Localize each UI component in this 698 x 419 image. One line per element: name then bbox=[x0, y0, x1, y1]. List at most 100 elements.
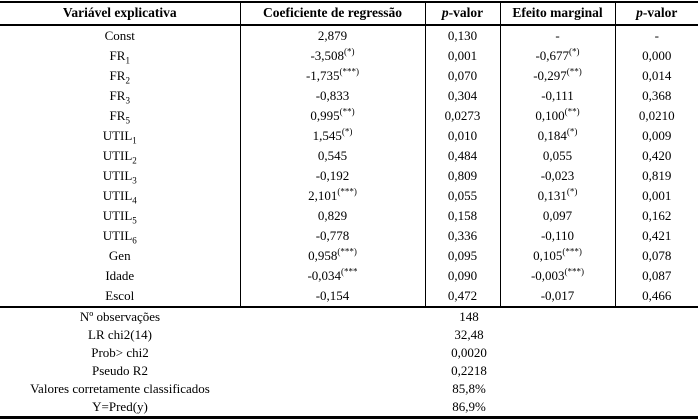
p-value-cell: 0,484 bbox=[425, 146, 501, 166]
subscript: 1 bbox=[132, 135, 137, 146]
table-row: Const 2,879 0,130 - - bbox=[0, 25, 698, 46]
variable-cell: Const bbox=[0, 25, 241, 46]
text-part: 0,472 bbox=[447, 288, 478, 304]
significance-superscript: (***) bbox=[337, 186, 357, 197]
p-value-cell: - bbox=[615, 25, 698, 46]
p-value-cell: 0,158 bbox=[425, 206, 501, 226]
table-row: FR5 0,995(**) 0,0273 0,100(**) 0,0210 bbox=[0, 106, 698, 126]
text-part: p bbox=[636, 5, 643, 21]
text-part: -0,023 bbox=[540, 168, 575, 184]
coefficient-cell: -0,833 bbox=[240, 86, 426, 106]
variable-cell: FR5 bbox=[0, 106, 241, 126]
text-part: 0,105 bbox=[533, 248, 563, 264]
column-header-coefficient: Coeficiente de regressão bbox=[240, 2, 426, 26]
coefficient-cell: 2,879 bbox=[240, 25, 426, 46]
p-value-cell: 0,304 bbox=[425, 86, 501, 106]
table-header: Variável explicativa Coeficiente de regre… bbox=[0, 2, 698, 26]
subscript: 3 bbox=[132, 175, 137, 186]
subscript: 5 bbox=[132, 215, 137, 226]
text-part: 0,466 bbox=[642, 288, 672, 304]
p-value-cell: 0,001 bbox=[425, 46, 501, 66]
text-part: 0,100 bbox=[535, 108, 565, 124]
text-part: 0,001 bbox=[447, 48, 478, 64]
text-part: Gen bbox=[108, 248, 131, 264]
summary-label-cell: LR chi2(14) bbox=[88, 327, 152, 343]
text-part: 0,829 bbox=[317, 208, 348, 224]
variable-cell: UTIL3 bbox=[0, 166, 241, 186]
p-value-cell: 0,000 bbox=[615, 46, 698, 66]
table-row: UTIL1 1,545(*) 0,010 0,184(*) 0,009 bbox=[0, 126, 698, 146]
summary-row: Valores corretamente classificados 85,8% bbox=[0, 380, 698, 398]
text-part: 0,184 bbox=[537, 128, 567, 144]
summary-label-cell: Y=Pred(y) bbox=[92, 399, 148, 415]
table-row: UTIL3 -0,192 0,809 -0,023 0,819 bbox=[0, 166, 698, 186]
text-part: Efeito marginal bbox=[512, 5, 603, 21]
variable-cell: FR2 bbox=[0, 66, 241, 86]
marginal-effect-cell: -0,110 bbox=[500, 226, 616, 246]
significance-superscript: (*) bbox=[569, 46, 580, 57]
coefficient-cell: -1,735(***) bbox=[240, 66, 426, 86]
coefficient-cell: 0,545 bbox=[240, 146, 426, 166]
text-part: 0,001 bbox=[642, 188, 672, 204]
table-row: Gen 0,958(***) 0,095 0,105(***) 0,078 bbox=[0, 246, 698, 266]
significance-superscript: (**) bbox=[339, 106, 355, 117]
text-part: 1,545 bbox=[312, 128, 342, 144]
p-value-cell: 0,421 bbox=[615, 226, 698, 246]
text-part: UTIL bbox=[102, 148, 133, 164]
variable-cell: UTIL2 bbox=[0, 146, 241, 166]
text-part: 0,090 bbox=[447, 268, 478, 284]
variable-cell: Gen bbox=[0, 246, 241, 266]
text-part: -0,110 bbox=[540, 228, 575, 244]
marginal-effect-cell: -0,023 bbox=[500, 166, 616, 186]
marginal-effect-cell: 0,055 bbox=[500, 146, 616, 166]
marginal-effect-cell: -0,017 bbox=[500, 286, 616, 308]
marginal-effect-cell: 0,100(**) bbox=[500, 106, 616, 126]
subscript: 4 bbox=[132, 195, 137, 206]
subscript: 2 bbox=[132, 155, 137, 166]
p-value-cell: 0,078 bbox=[615, 246, 698, 266]
summary-value-cell: 148 bbox=[459, 309, 479, 325]
marginal-effect-cell: - bbox=[500, 25, 616, 46]
text-part: 0,819 bbox=[642, 168, 672, 184]
coefficient-cell: -0,778 bbox=[240, 226, 426, 246]
text-part: -0,111 bbox=[541, 88, 574, 104]
p-value-cell: 0,087 bbox=[615, 266, 698, 286]
text-part: p bbox=[441, 5, 449, 21]
text-part: - bbox=[555, 28, 560, 44]
text-part: FR bbox=[109, 108, 126, 124]
text-part: 2,101 bbox=[308, 188, 338, 204]
text-part: FR bbox=[109, 88, 126, 104]
variable-cell: Idade bbox=[0, 266, 241, 286]
significance-superscript: (***) bbox=[562, 246, 582, 257]
coefficient-cell: -3,508(*) bbox=[240, 46, 426, 66]
variable-cell: FR1 bbox=[0, 46, 241, 66]
p-value-cell: 0,420 bbox=[615, 146, 698, 166]
variable-cell: UTIL6 bbox=[0, 226, 241, 246]
text-part: 0,130 bbox=[447, 28, 478, 44]
text-part: -0,833 bbox=[315, 88, 350, 104]
summary-row: LR chi2(14) 32,48 bbox=[0, 326, 698, 344]
p-value-cell: 0,0210 bbox=[615, 106, 698, 126]
p-value-cell: 0,809 bbox=[425, 166, 501, 186]
summary-label-cell: Valores corretamente classificados bbox=[30, 381, 210, 397]
text-part: 0,995 bbox=[310, 108, 340, 124]
text-part: -valor bbox=[642, 5, 678, 21]
variable-cell: UTIL5 bbox=[0, 206, 241, 226]
coefficient-cell: -0,034(*** bbox=[240, 266, 426, 286]
marginal-effect-cell: 0,184(*) bbox=[500, 126, 616, 146]
summary-label-cell: Nº observações bbox=[79, 309, 161, 325]
text-part: -1,735 bbox=[305, 68, 340, 84]
summary-row: Prob> chi2 0,0020 bbox=[0, 344, 698, 362]
marginal-effect-cell: -0,003(***) bbox=[500, 266, 616, 286]
significance-superscript: (*) bbox=[566, 126, 578, 137]
text-part: -3,508 bbox=[310, 48, 345, 64]
variable-cell: UTIL1 bbox=[0, 126, 241, 146]
summary-label-cell: Prob> chi2 bbox=[91, 345, 149, 361]
text-part: 0,0273 bbox=[444, 108, 481, 124]
variable-cell: FR3 bbox=[0, 86, 241, 106]
text-part: 0,368 bbox=[642, 88, 672, 104]
subscript: 1 bbox=[125, 55, 130, 66]
p-value-cell: 0,130 bbox=[425, 25, 501, 46]
variable-cell: Escol bbox=[0, 286, 241, 308]
